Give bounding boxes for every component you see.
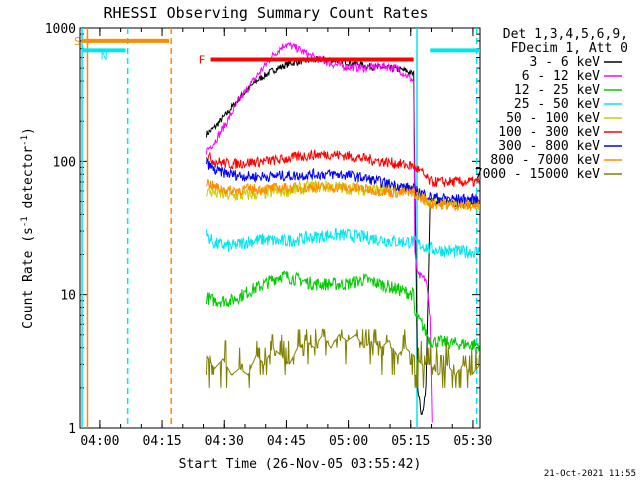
y-tick-label: 1 [68,422,76,437]
y-axis-label-sup2: -1 [20,135,30,146]
annotation-bars: S N F [74,35,480,67]
legend: Det 1,3,4,5,6,9, FDecim 1, Att 0 3 - 6 k… [475,27,628,182]
legend-label: 800 - 7000 keV [490,153,600,168]
x-tick-labels: 04:00 04:15 04:30 04:45 05:00 05:15 05:30 [80,434,492,449]
annotation-label: S [74,35,81,48]
y-tick-label: 10 [60,289,76,304]
x-tick-label: 04:15 [143,434,182,449]
series-line [205,179,480,212]
series-group [205,41,480,423]
legend-label: 12 - 25 keV [514,83,600,98]
x-tick-label: 04:00 [80,434,119,449]
series-line [205,41,433,423]
series-line [205,270,480,352]
series-line [205,328,480,388]
y-axis-label-main: Count Rate (s [21,227,36,329]
x-tick-label: 04:45 [267,434,306,449]
x-tick-label: 04:30 [205,434,244,449]
legend-header-line-1: Det 1,3,4,5,6,9, [503,27,628,42]
legend-label: 300 - 800 keV [498,139,600,154]
plot-frame [79,27,481,429]
plot-area: S N F [74,27,481,429]
annotation-label: N [101,49,108,62]
y-tick-labels: 1 10 100 1000 [45,22,76,437]
series-line [205,149,480,188]
legend-label: 50 - 100 keV [506,111,600,126]
x-tick-label: 05:15 [391,434,430,449]
axis-ticks [80,27,480,429]
x-tick-label: 05:30 [453,434,492,449]
x-axis-label: Start Time (26-Nov-05 03:55:42) [179,457,422,472]
y-tick-label: 100 [53,155,76,170]
y-axis-label-end: ) [21,127,36,135]
annotation-label: F [199,54,206,67]
x-tick-label: 05:00 [329,434,368,449]
series-line [205,55,480,416]
series-line [205,158,480,205]
chart-title: RHESSI Observing Summary Count Rates [103,4,428,22]
y-axis-label: Count Rate (s-1 detector-1) [20,127,36,329]
legend-header-line-2: FDecim 1, Att 0 [511,41,628,56]
legend-label: 100 - 300 keV [498,125,600,140]
legend-label: 3 - 6 keV [530,55,601,70]
y-axis-label-mid: detector [21,146,36,217]
legend-label: 25 - 50 keV [514,97,600,112]
legend-label: 6 - 12 keV [522,69,600,84]
legend-label: 7000 - 15000 keV [475,167,600,182]
series-line [205,227,480,260]
timestamp: 21-Oct-2021 11:55 [544,469,636,479]
y-axis-label-sup1: -1 [20,216,30,227]
y-tick-label: 1000 [45,22,76,37]
